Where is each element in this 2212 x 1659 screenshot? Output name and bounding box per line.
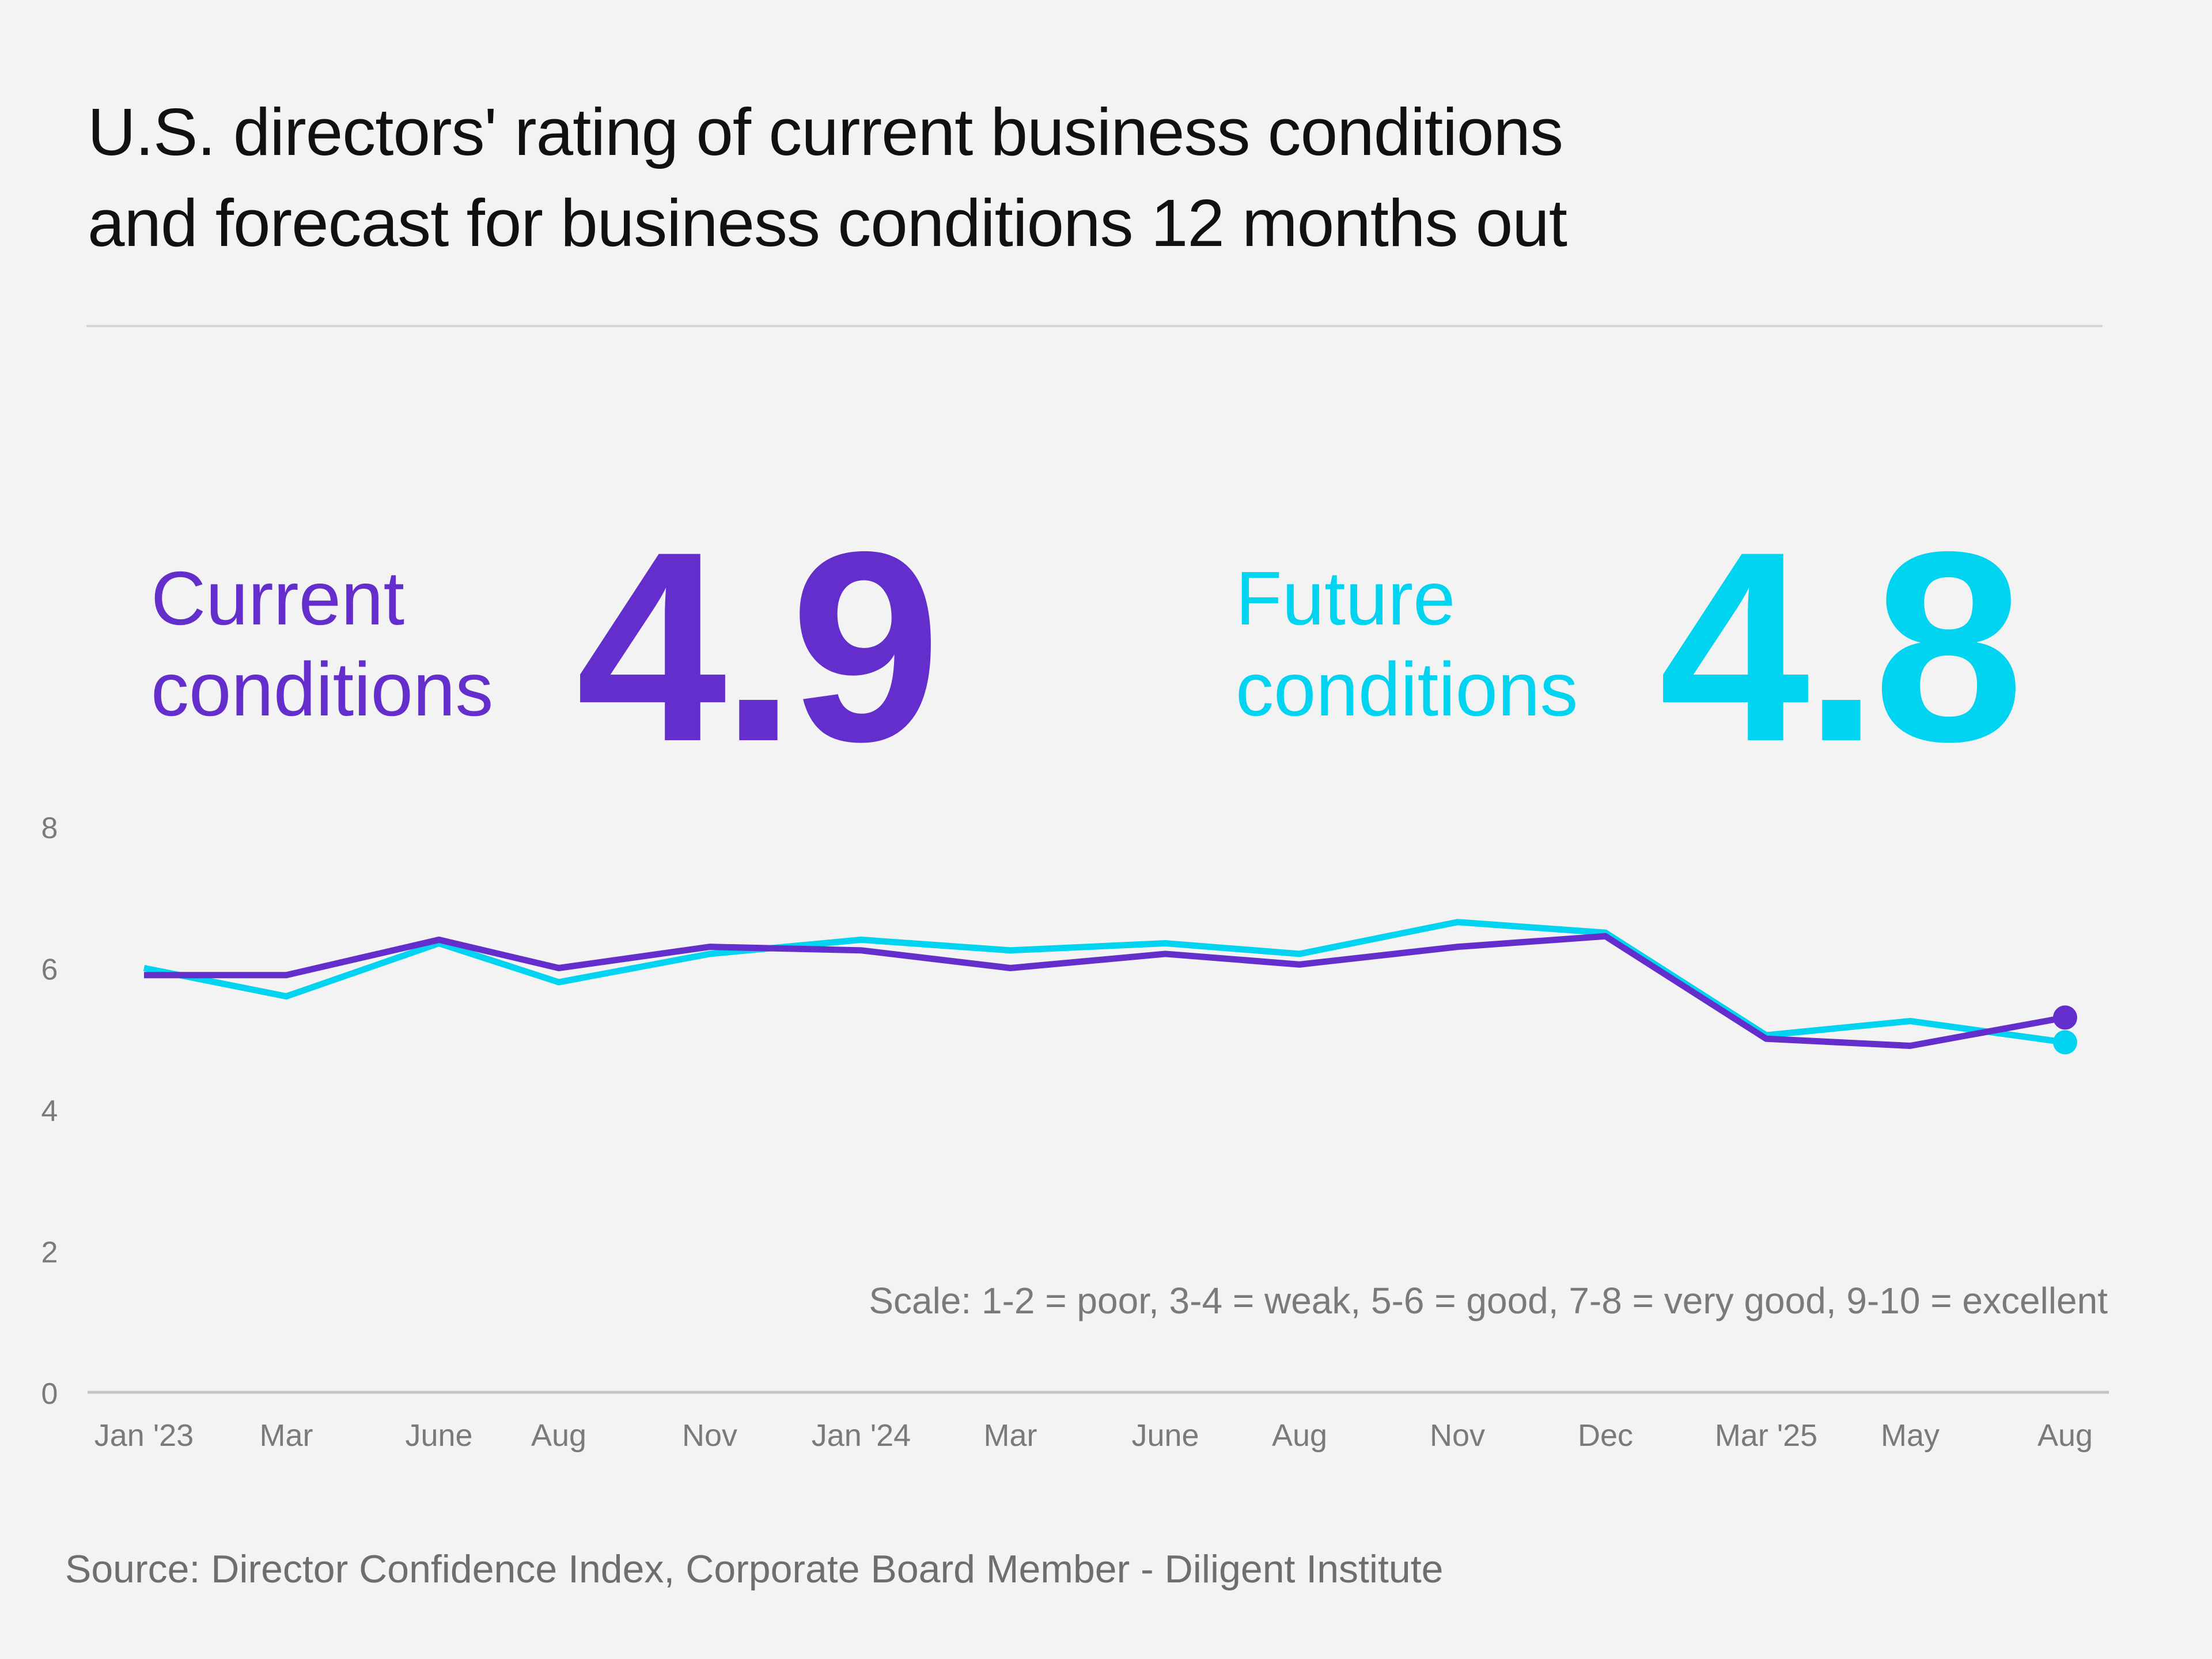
future-conditions-label: Future conditions (1236, 553, 1578, 735)
future-conditions-value: 4.8 (1659, 495, 2024, 798)
chart-title-line-2: and forecast for business conditions 12 … (88, 185, 1567, 260)
x-tick-label: Jan '24 (812, 1418, 911, 1453)
x-tick-label: Aug (531, 1418, 586, 1453)
future-label-line-1: Future (1236, 556, 1456, 641)
x-tick-label: June (1131, 1418, 1199, 1453)
x-tick-label: Mar (260, 1418, 313, 1453)
current-label-line-2: conditions (151, 647, 494, 732)
x-tick-label: Dec (1578, 1418, 1633, 1453)
chart-title-line-1: U.S. directors' rating of current busine… (88, 94, 1563, 169)
x-tick-label: Mar '25 (1715, 1418, 1817, 1453)
x-tick-label: Nov (682, 1418, 737, 1453)
current-label-line-1: Current (151, 556, 405, 641)
current-conditions-value: 4.9 (576, 495, 941, 798)
x-axis-ticks: Jan '23 Mar June Aug Nov Jan '24 Mar June Aug Nov… (94, 1418, 2093, 1453)
series-lines (143, 919, 2077, 1055)
current-latest-point (2053, 1005, 2077, 1030)
y-tick-label: 6 (41, 953, 58, 987)
y-tick-label: 8 (41, 812, 58, 845)
y-tick-label: 0 (41, 1377, 58, 1411)
x-tick-label: Aug (2037, 1418, 2093, 1453)
x-tick-label: Mar (984, 1418, 1037, 1453)
title-divider (86, 325, 2103, 327)
chart-title: U.S. directors' rating of current busine… (88, 86, 2104, 268)
x-tick-label: Nov (1430, 1418, 1485, 1453)
scale-annotation: Scale: 1-2 = poor, 3-4 = weak, 5-6 = goo… (869, 1280, 2108, 1321)
x-tick-label: June (405, 1418, 472, 1453)
x-tick-label: May (1881, 1418, 1940, 1453)
future-label-line-2: conditions (1236, 647, 1578, 732)
x-tick-label: Jan '23 (94, 1418, 194, 1453)
y-tick-label: 4 (41, 1094, 58, 1128)
current-series-line (144, 933, 2066, 1050)
future-latest-point (2053, 1030, 2077, 1055)
y-axis-ticks: 0 2 4 6 8 (41, 812, 58, 1411)
source-note: Source: Director Confidence Index, Corpo… (65, 1547, 1444, 1591)
y-tick-label: 2 (41, 1236, 58, 1270)
x-tick-label: Aug (1272, 1418, 1327, 1453)
current-conditions-label: Current conditions (151, 553, 493, 735)
